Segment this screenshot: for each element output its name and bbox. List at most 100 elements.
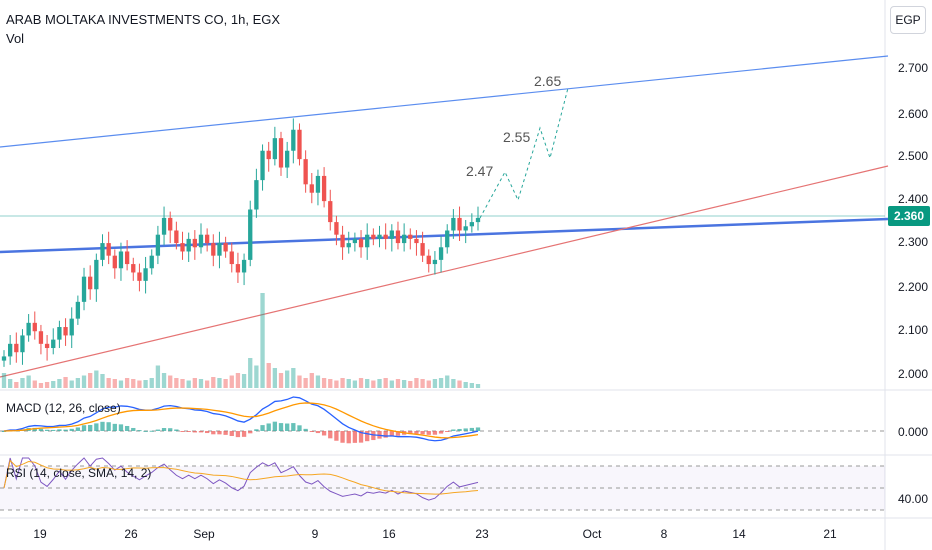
volume-bar xyxy=(63,377,68,388)
volume-bar xyxy=(211,377,216,388)
macd-histogram-bar xyxy=(408,431,413,435)
macd-histogram-bar xyxy=(192,431,197,433)
volume-label[interactable]: Vol xyxy=(6,31,25,46)
macd-histogram-bar xyxy=(291,423,296,431)
macd-histogram-bar xyxy=(389,431,394,437)
candle-body xyxy=(371,234,376,239)
volume-bar xyxy=(420,379,425,388)
macd-histogram-bar xyxy=(180,431,185,432)
candle-body xyxy=(198,234,204,248)
candle-body xyxy=(420,243,425,256)
volume-bar xyxy=(291,368,296,388)
time-tick: 21 xyxy=(823,527,837,541)
macd-histogram-bar xyxy=(414,431,419,434)
volume-bar xyxy=(266,363,271,388)
candle-body xyxy=(137,272,142,281)
macd-histogram-bar xyxy=(1,431,7,432)
macd-histogram-bar xyxy=(469,427,474,431)
rising-trendline[interactable] xyxy=(0,165,889,378)
support-line[interactable] xyxy=(0,217,889,254)
candle-body xyxy=(358,238,364,248)
candle-body xyxy=(475,217,481,223)
time-axis[interactable]: 19 26 Sep 9 16 23 Oct 8 14 21 xyxy=(33,527,837,541)
candle-body xyxy=(401,234,407,244)
macd-histogram-bar xyxy=(51,429,56,431)
volume-bar xyxy=(204,380,210,388)
time-tick: Oct xyxy=(583,527,602,541)
symbol-title[interactable]: ARAB MOLTAKA INVESTMENTS CO, 1h, EGX xyxy=(6,12,281,27)
candle-body xyxy=(106,243,111,256)
volume-bar xyxy=(371,380,376,388)
candle-body xyxy=(457,217,462,231)
candle-body xyxy=(192,238,197,248)
macd-histogram-bar xyxy=(174,429,179,431)
macd-histogram-bar xyxy=(211,431,216,435)
currency-button[interactable]: EGP xyxy=(890,6,926,34)
volume-bar xyxy=(260,293,265,388)
rsi-label[interactable]: RSI (14, close, SMA, 14, 2) xyxy=(6,466,152,480)
macd-label[interactable]: MACD (12, 26, close) xyxy=(6,401,121,415)
macd-histogram-bar xyxy=(272,421,278,431)
macd-histogram-bar xyxy=(328,431,333,439)
volume-bars xyxy=(1,293,481,388)
candle-body xyxy=(248,209,253,260)
volume-bar xyxy=(278,373,284,388)
volume-bar xyxy=(248,358,253,388)
candle-body xyxy=(14,343,19,353)
macd-histogram-bar xyxy=(432,431,438,435)
macd-histogram-bar xyxy=(475,427,481,431)
time-tick: Sep xyxy=(193,527,215,541)
candle-body xyxy=(143,268,148,281)
volume-bar xyxy=(1,373,7,388)
upper-channel-line[interactable] xyxy=(0,55,889,148)
macd-histogram-bar xyxy=(223,431,228,435)
volume-bar xyxy=(328,379,333,388)
candle-body xyxy=(395,230,401,244)
volume-bar xyxy=(44,382,50,388)
volume-bar xyxy=(297,375,302,388)
macd-plot xyxy=(1,396,481,444)
candle-body xyxy=(266,150,271,160)
time-tick: 19 xyxy=(33,527,47,541)
volume-bar xyxy=(131,379,136,388)
volume-bar xyxy=(106,378,111,388)
last-price-tag: 2.360 xyxy=(888,206,930,226)
volume-bar xyxy=(112,379,117,388)
chart-header: ARAB MOLTAKA INVESTMENTS CO, 1h, EGX Vol xyxy=(6,10,280,48)
candle-body xyxy=(94,259,99,290)
macd-histogram-bar xyxy=(186,431,191,432)
volume-bar xyxy=(315,375,321,388)
candle-body xyxy=(303,159,308,185)
volume-bar xyxy=(377,379,382,388)
volume-bar xyxy=(334,380,339,388)
volume-bar xyxy=(463,382,468,388)
candle-body xyxy=(57,327,62,340)
candle-body xyxy=(88,276,93,290)
volume-bar xyxy=(383,378,388,388)
candle-body xyxy=(309,184,314,193)
macd-histogram-bar xyxy=(445,431,450,432)
macd-line xyxy=(3,396,479,442)
macd-histogram-bar xyxy=(229,431,234,436)
candle-body xyxy=(174,230,179,244)
candle-body xyxy=(297,129,302,160)
volume-bar xyxy=(229,375,234,388)
volume-bar xyxy=(149,378,154,388)
candle-body xyxy=(272,138,278,160)
projection-path xyxy=(479,87,569,219)
volume-bar xyxy=(88,373,93,388)
macd-histogram-bar xyxy=(334,431,339,441)
candle-body xyxy=(260,150,265,181)
candle-body xyxy=(235,264,241,273)
price-tick: 2.100 xyxy=(898,323,928,337)
macd-histogram-bar xyxy=(44,429,50,431)
time-tick: 26 xyxy=(124,527,138,541)
macd-histogram-bar xyxy=(168,428,173,431)
price-axis[interactable]: 2.700 2.600 2.500 2.400 2.300 2.200 2.10… xyxy=(898,61,928,506)
volume-bar xyxy=(358,378,364,388)
volume-bar xyxy=(161,373,167,388)
target-annotation-2: 2.55 xyxy=(503,129,530,145)
volume-bar xyxy=(272,368,278,388)
volume-bar xyxy=(451,379,456,388)
